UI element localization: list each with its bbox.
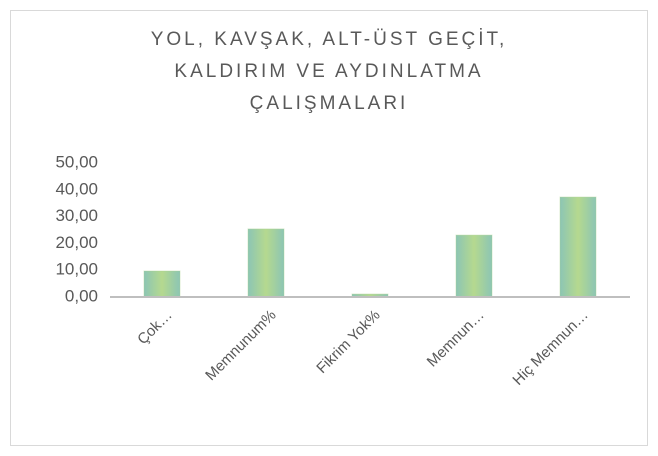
y-tick-label: 0,00 xyxy=(65,286,98,305)
chart-frame xyxy=(10,10,648,446)
bar xyxy=(247,228,285,298)
chart-title: ÇALIŞMALARI xyxy=(250,93,409,114)
y-tick-label: 20,00 xyxy=(55,233,98,252)
y-tick-label: 40,00 xyxy=(55,179,98,198)
chart-title: YOL, KAVŞAK, ALT-ÜST GEÇİT, xyxy=(151,29,508,50)
y-tick-label: 30,00 xyxy=(55,206,98,225)
bar xyxy=(143,270,181,298)
chart-title: KALDIRIM VE AYDINLATMA xyxy=(174,61,483,82)
bar xyxy=(559,196,597,298)
y-tick-label: 50,00 xyxy=(55,152,98,171)
bar xyxy=(455,234,493,298)
y-tick-label: 10,00 xyxy=(55,260,98,279)
